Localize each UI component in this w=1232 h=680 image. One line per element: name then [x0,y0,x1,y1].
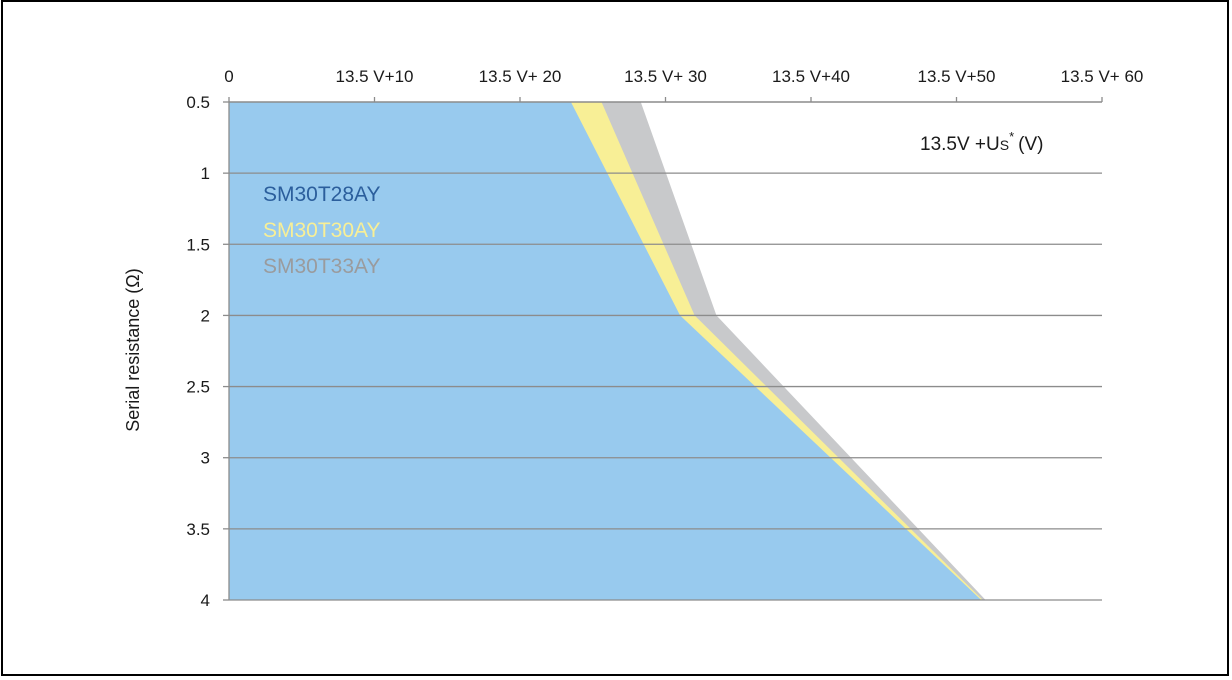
x-tick-label: 13.5 V+10 [336,67,414,86]
gridlines [229,172,1102,601]
unit-label-sub: S [1000,137,1009,153]
axes [223,97,1103,601]
x-tick-label: 13.5 V+ 60 [1061,67,1144,86]
y-axis-label: Serial resistance (Ω) [123,268,143,432]
x-tick-label: 13.5 V+40 [772,67,850,86]
y-tick-label: 0.5 [186,93,210,112]
y-tick-labels: 0.5 1 1.5 2 2.5 3 3.5 4 [186,93,210,610]
y-tick-label: 1 [201,164,210,183]
x-tick-label: 13.5 V+50 [918,67,996,86]
unit-label-suffix: (V) [1018,134,1043,155]
y-tick-label: 1.5 [186,235,210,254]
area-sm30t28ay [229,102,982,600]
y-tick-label: 4 [201,591,210,610]
unit-label-sup: * [1009,129,1014,144]
x-tick-labels: 0 13.5 V+10 13.5 V+ 20 13.5 V+ 30 13.5 V+40 1… [224,67,1143,86]
unit-label: 13.5V +US* (V) [920,129,1043,155]
y-tick-label: 2.5 [186,378,210,397]
x-tick-label: 13.5 V+ 30 [624,67,707,86]
x-tick-label: 13.5 V+ 20 [479,67,562,86]
legend-item-sm30t30ay: SM30T30AY [263,219,381,242]
legend: SM30T28AY SM30T30AY SM30T33AY [263,183,381,278]
area-layer [229,102,986,600]
unit-label-prefix: 13.5V +U [920,134,1000,155]
y-tick-label: 3.5 [186,520,210,539]
y-tick-label: 3 [201,449,210,468]
y-tick-label: 2 [201,306,210,325]
legend-item-sm30t33ay: SM30T33AY [263,255,381,278]
x-tick-label: 0 [224,67,233,86]
legend-item-sm30t28ay: SM30T28AY [263,183,381,206]
